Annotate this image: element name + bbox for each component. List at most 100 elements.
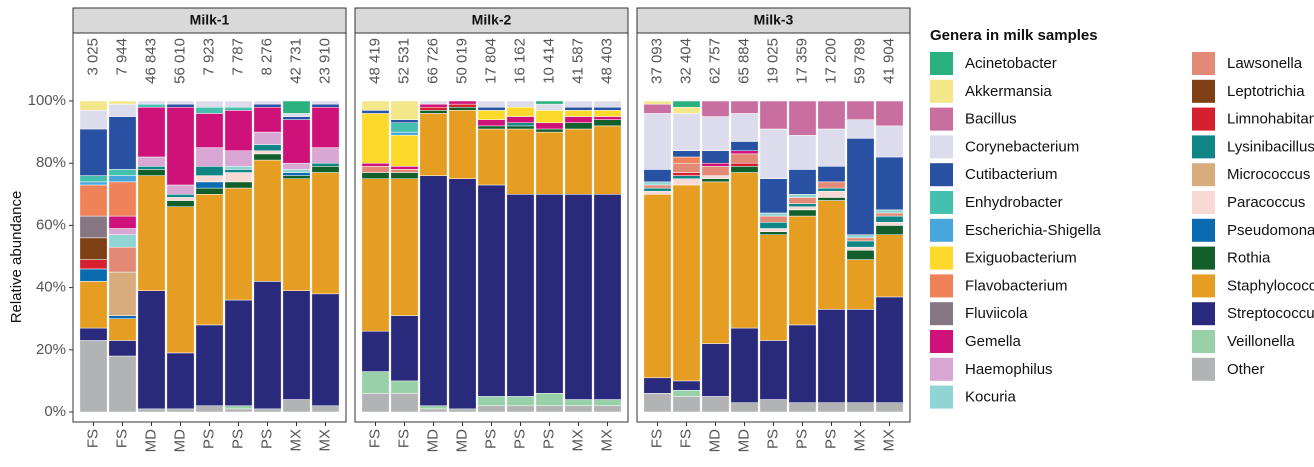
bar-segment (390, 119, 419, 124)
bar-segment (166, 194, 195, 198)
bar-segment (875, 234, 904, 298)
bar-segment (593, 100, 622, 108)
legend-swatch (930, 163, 953, 187)
legend-label: Veillonella (1227, 333, 1295, 350)
y-tick-label: 60% (36, 216, 66, 233)
bar-segment (195, 113, 224, 148)
bar-segment (730, 113, 759, 142)
bar-segment (730, 150, 759, 155)
legend-label: Fluviicola (965, 305, 1028, 322)
x-tick-label: PS (482, 429, 499, 449)
bar-segment (224, 408, 253, 413)
read-count: 50 019 (453, 38, 470, 84)
bar-segment (311, 405, 340, 413)
bar-segment (224, 150, 253, 167)
bar-segment (253, 150, 282, 155)
read-count: 8 276 (258, 38, 275, 76)
legend-swatch (930, 79, 953, 103)
bar-segment (564, 405, 593, 413)
bar-segment (79, 128, 108, 176)
bar-segment (361, 113, 390, 164)
bar-segment (643, 181, 672, 186)
bar-segment (506, 106, 535, 117)
bar-segment (195, 187, 224, 195)
bar-segment (282, 100, 311, 114)
x-tick-label: PS (511, 429, 528, 449)
bar-segment (195, 100, 224, 108)
legend-swatch (1192, 52, 1215, 75)
bar-segment (137, 175, 166, 291)
legend-swatch (930, 302, 953, 326)
bar-segment (137, 100, 166, 105)
bar-segment (875, 222, 904, 226)
bar-segment (419, 103, 448, 108)
bar-segment (817, 190, 846, 198)
bar-segment (166, 352, 195, 410)
bar-segment (253, 281, 282, 410)
legend-label: Rothia (1227, 250, 1271, 267)
bar-segment (564, 399, 593, 407)
legend-swatch (1192, 357, 1215, 381)
legend-label: Akkermansia (965, 83, 1052, 100)
bar-segment (564, 106, 593, 111)
x-tick-label: MX (880, 429, 897, 452)
bar-segment (137, 166, 166, 170)
read-count: 65 884 (735, 38, 752, 84)
bar-segment (137, 103, 166, 108)
bar-segment (361, 110, 390, 114)
read-count: 37 093 (648, 38, 665, 84)
facet-title: Milk-3 (754, 12, 794, 28)
bar-segment (108, 246, 137, 273)
bar-segment (759, 212, 788, 217)
x-tick-label: MX (851, 429, 868, 452)
bar-segment (282, 175, 311, 179)
read-count: 46 843 (142, 38, 159, 84)
bar-segment (390, 315, 419, 382)
bar-segment (564, 100, 593, 108)
bar-segment (224, 181, 253, 189)
bar-segment (672, 156, 701, 164)
bar-segment (79, 259, 108, 270)
legend-swatch (930, 385, 953, 409)
bar-segment (875, 125, 904, 158)
bar-segment (419, 100, 448, 105)
bar-segment (108, 215, 137, 229)
bar-segment (875, 225, 904, 235)
bar-segment (448, 408, 477, 413)
bar-segment (672, 100, 701, 108)
read-count: 19 025 (764, 38, 781, 84)
bar-segment (643, 194, 672, 379)
read-count: 17 804 (482, 38, 499, 84)
bar-segment (817, 197, 846, 201)
bar-segment (477, 119, 506, 127)
bar-segment (390, 393, 419, 413)
legend-swatch (1192, 79, 1215, 103)
bar-segment (593, 116, 622, 120)
bar-segment (361, 178, 390, 332)
legend-swatch (930, 274, 953, 298)
bar-segment (390, 166, 419, 170)
bar-segment (643, 393, 672, 413)
bar-segment (535, 405, 564, 413)
bar-segment (535, 110, 564, 124)
legend-swatch (930, 218, 953, 242)
bar-segment (108, 169, 137, 176)
bar-segment (672, 184, 701, 382)
bar-segment (846, 246, 875, 251)
legend-label: Pseudomonas (1227, 222, 1314, 239)
bar-segment (643, 113, 672, 170)
bar-segment (195, 106, 224, 114)
legend-label: Limnohabitans (1227, 111, 1314, 128)
bar-segment (817, 402, 846, 413)
bar-segment (643, 169, 672, 183)
legend-swatch (1192, 107, 1215, 131)
bar-segment (672, 172, 701, 176)
bar-segment (730, 172, 759, 329)
x-tick-label: PS (764, 429, 781, 449)
facet-title: Milk-2 (472, 12, 512, 28)
bar-segment (672, 396, 701, 413)
bar-segment (79, 281, 108, 329)
bar-segment (137, 408, 166, 413)
bar-segment (506, 194, 535, 397)
bar-segment (253, 144, 282, 152)
